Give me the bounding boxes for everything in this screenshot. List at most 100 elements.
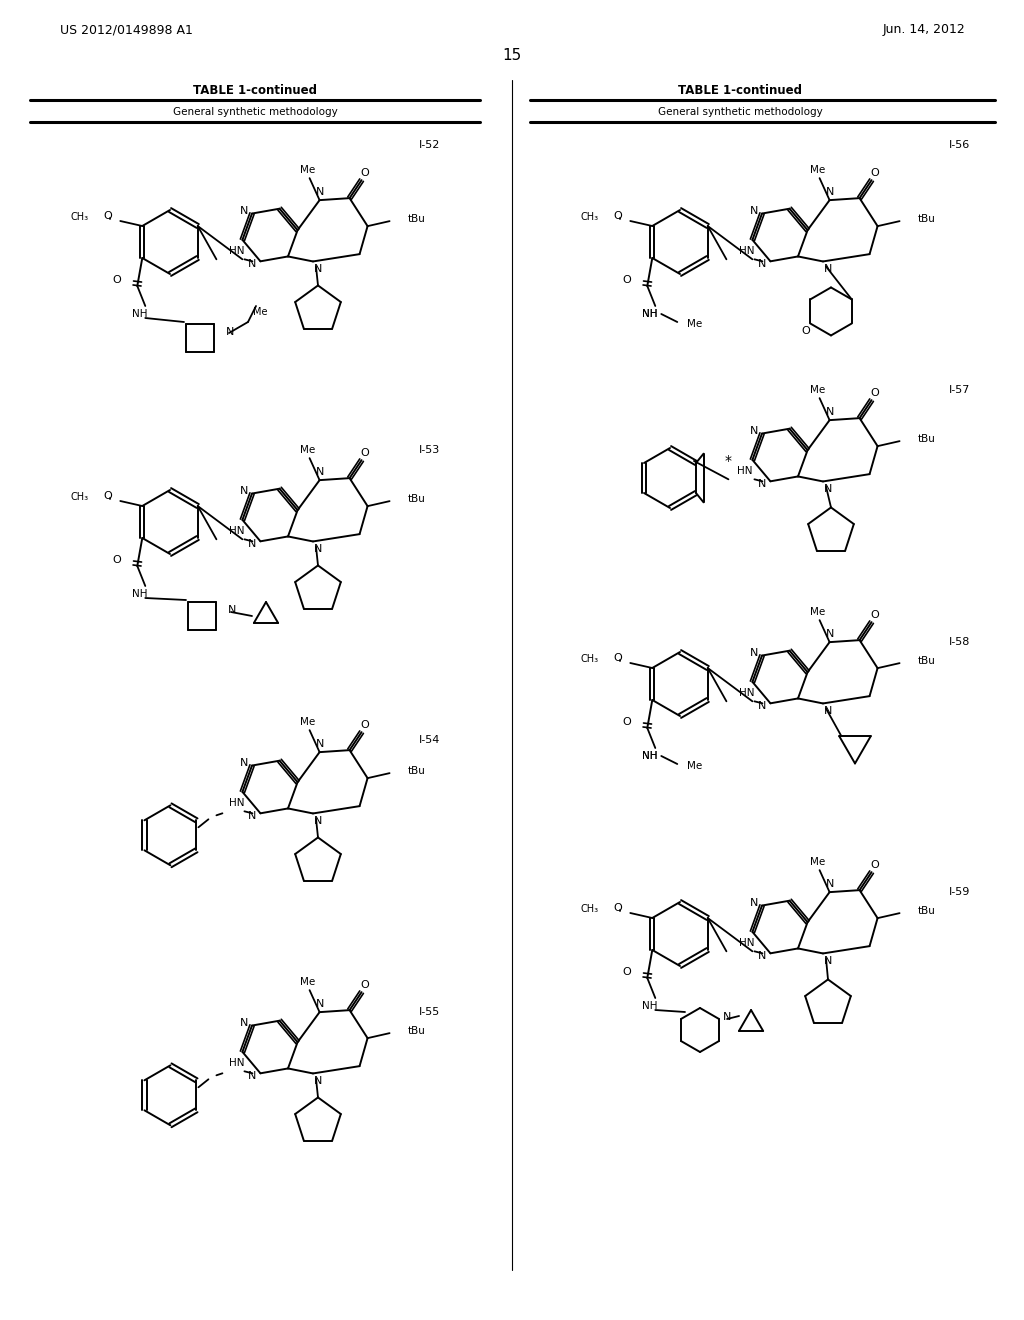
Text: N: N — [313, 817, 323, 826]
Text: N: N — [750, 425, 758, 436]
Text: Jun. 14, 2012: Jun. 14, 2012 — [883, 24, 965, 37]
Text: N: N — [248, 812, 257, 821]
Text: O: O — [870, 388, 879, 399]
Text: General synthetic methodology: General synthetic methodology — [657, 107, 822, 117]
Text: O: O — [613, 653, 623, 663]
Text: HN: HN — [228, 799, 244, 808]
Text: O: O — [870, 610, 879, 620]
Text: tBu: tBu — [408, 1026, 425, 1036]
Text: tBu: tBu — [408, 494, 425, 504]
Text: N: N — [750, 648, 758, 657]
Text: N: N — [825, 187, 834, 197]
Text: N: N — [825, 879, 834, 890]
Text: N: N — [240, 758, 248, 767]
Text: N: N — [313, 544, 323, 554]
Text: Me: Me — [300, 717, 315, 727]
Text: O: O — [112, 554, 121, 565]
Text: O: O — [622, 968, 631, 977]
Text: General synthetic methodology: General synthetic methodology — [173, 107, 337, 117]
Text: NH: NH — [642, 751, 657, 762]
Text: tBu: tBu — [918, 656, 936, 667]
Text: N: N — [313, 264, 323, 275]
Text: 15: 15 — [503, 48, 521, 62]
Text: I-52: I-52 — [419, 140, 440, 150]
Text: N: N — [750, 898, 758, 908]
Text: N: N — [240, 486, 248, 495]
Text: O: O — [360, 447, 369, 458]
Text: N: N — [758, 952, 767, 961]
Text: CH₃: CH₃ — [581, 653, 598, 664]
Text: I-58: I-58 — [949, 638, 971, 647]
Text: NH: NH — [131, 589, 147, 599]
Text: tBu: tBu — [408, 214, 425, 224]
Text: NH: NH — [131, 309, 147, 319]
Text: N: N — [226, 327, 234, 337]
Text: N: N — [248, 259, 257, 269]
Text: N: N — [750, 206, 758, 215]
Text: N: N — [315, 739, 324, 750]
Text: N: N — [227, 605, 237, 615]
Text: N: N — [824, 484, 833, 495]
Text: CH₃: CH₃ — [581, 904, 598, 913]
Text: O: O — [360, 981, 369, 990]
Text: O: O — [622, 717, 631, 727]
Text: HN: HN — [738, 939, 754, 948]
Text: N: N — [240, 206, 248, 215]
Text: N: N — [824, 264, 833, 275]
Text: Me: Me — [810, 607, 825, 618]
Text: N: N — [248, 540, 257, 549]
Text: O: O — [360, 168, 369, 178]
Text: Me: Me — [687, 319, 702, 329]
Text: NH: NH — [642, 1001, 657, 1011]
Text: TABLE 1-continued: TABLE 1-continued — [193, 83, 317, 96]
Text: I-55: I-55 — [420, 1007, 440, 1016]
Text: N: N — [315, 187, 324, 197]
Text: N: N — [758, 701, 767, 711]
Text: O: O — [870, 168, 879, 178]
Text: N: N — [313, 1076, 323, 1086]
Text: N: N — [723, 1012, 731, 1022]
Text: O: O — [622, 275, 631, 285]
Text: HN: HN — [228, 1059, 244, 1068]
Text: N: N — [240, 1018, 248, 1027]
Text: Me: Me — [810, 857, 825, 867]
Text: O: O — [103, 491, 113, 502]
Text: I-57: I-57 — [949, 385, 971, 395]
Text: tBu: tBu — [408, 766, 425, 776]
Text: O: O — [802, 326, 811, 337]
Text: CH₃: CH₃ — [71, 213, 88, 222]
Text: NH: NH — [642, 309, 657, 319]
Text: Me: Me — [300, 165, 315, 176]
Text: HN: HN — [736, 466, 753, 477]
Text: N: N — [758, 479, 767, 490]
Text: Me: Me — [810, 385, 825, 395]
Text: Me: Me — [253, 308, 267, 317]
Text: N: N — [758, 259, 767, 269]
Text: tBu: tBu — [918, 214, 936, 224]
Text: O: O — [613, 903, 623, 913]
Text: US 2012/0149898 A1: US 2012/0149898 A1 — [60, 24, 193, 37]
Text: CH₃: CH₃ — [581, 213, 598, 222]
Text: O: O — [103, 211, 113, 220]
Text: N: N — [315, 999, 324, 1008]
Text: I-53: I-53 — [420, 445, 440, 455]
Text: N: N — [248, 1072, 257, 1081]
Text: tBu: tBu — [918, 434, 936, 444]
Text: N: N — [824, 957, 833, 966]
Text: HN: HN — [228, 527, 244, 536]
Text: I-54: I-54 — [419, 735, 440, 744]
Text: N: N — [825, 407, 834, 417]
Text: I-56: I-56 — [949, 140, 971, 150]
Text: HN: HN — [738, 247, 754, 256]
Text: N: N — [315, 467, 324, 477]
Text: N: N — [824, 706, 833, 717]
Text: HN: HN — [228, 247, 244, 256]
Text: NH: NH — [642, 309, 657, 319]
Text: TABLE 1-continued: TABLE 1-continued — [678, 83, 802, 96]
Text: I-59: I-59 — [949, 887, 971, 898]
Text: Me: Me — [687, 762, 702, 771]
Text: O: O — [112, 275, 121, 285]
Text: Me: Me — [300, 977, 315, 987]
Text: O: O — [613, 211, 623, 220]
Text: tBu: tBu — [918, 906, 936, 916]
